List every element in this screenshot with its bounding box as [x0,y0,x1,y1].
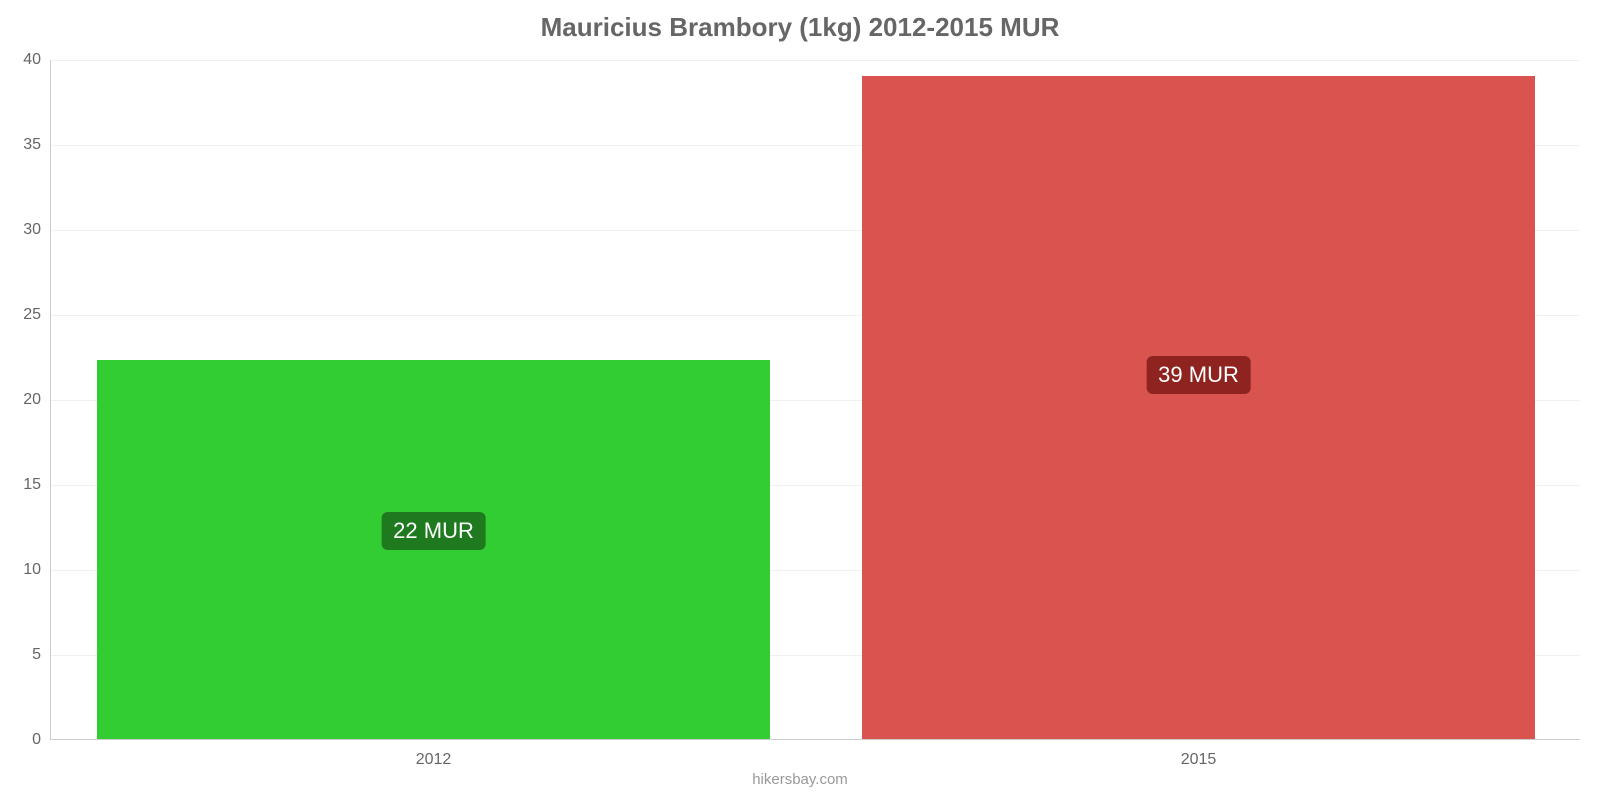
y-tick-label: 10 [23,561,51,579]
y-tick-label: 40 [23,51,51,69]
chart-title: Mauricius Brambory (1kg) 2012-2015 MUR [0,12,1600,43]
bar [862,76,1535,739]
y-gridline [51,60,1580,61]
y-tick-label: 5 [32,646,51,664]
x-tick-label: 2015 [1181,739,1217,769]
y-tick-label: 35 [23,136,51,154]
y-tick-label: 0 [32,731,51,749]
x-tick-label: 2012 [416,739,452,769]
y-tick-label: 25 [23,306,51,324]
y-tick-label: 30 [23,221,51,239]
credit-text: hikersbay.com [0,771,1600,788]
bar-value-label: 39 MUR [1146,356,1251,394]
plot-area: 0510152025303540201222 MUR201539 MUR [50,60,1580,740]
y-tick-label: 15 [23,476,51,494]
bar-value-label: 22 MUR [381,512,486,550]
y-tick-label: 20 [23,391,51,409]
